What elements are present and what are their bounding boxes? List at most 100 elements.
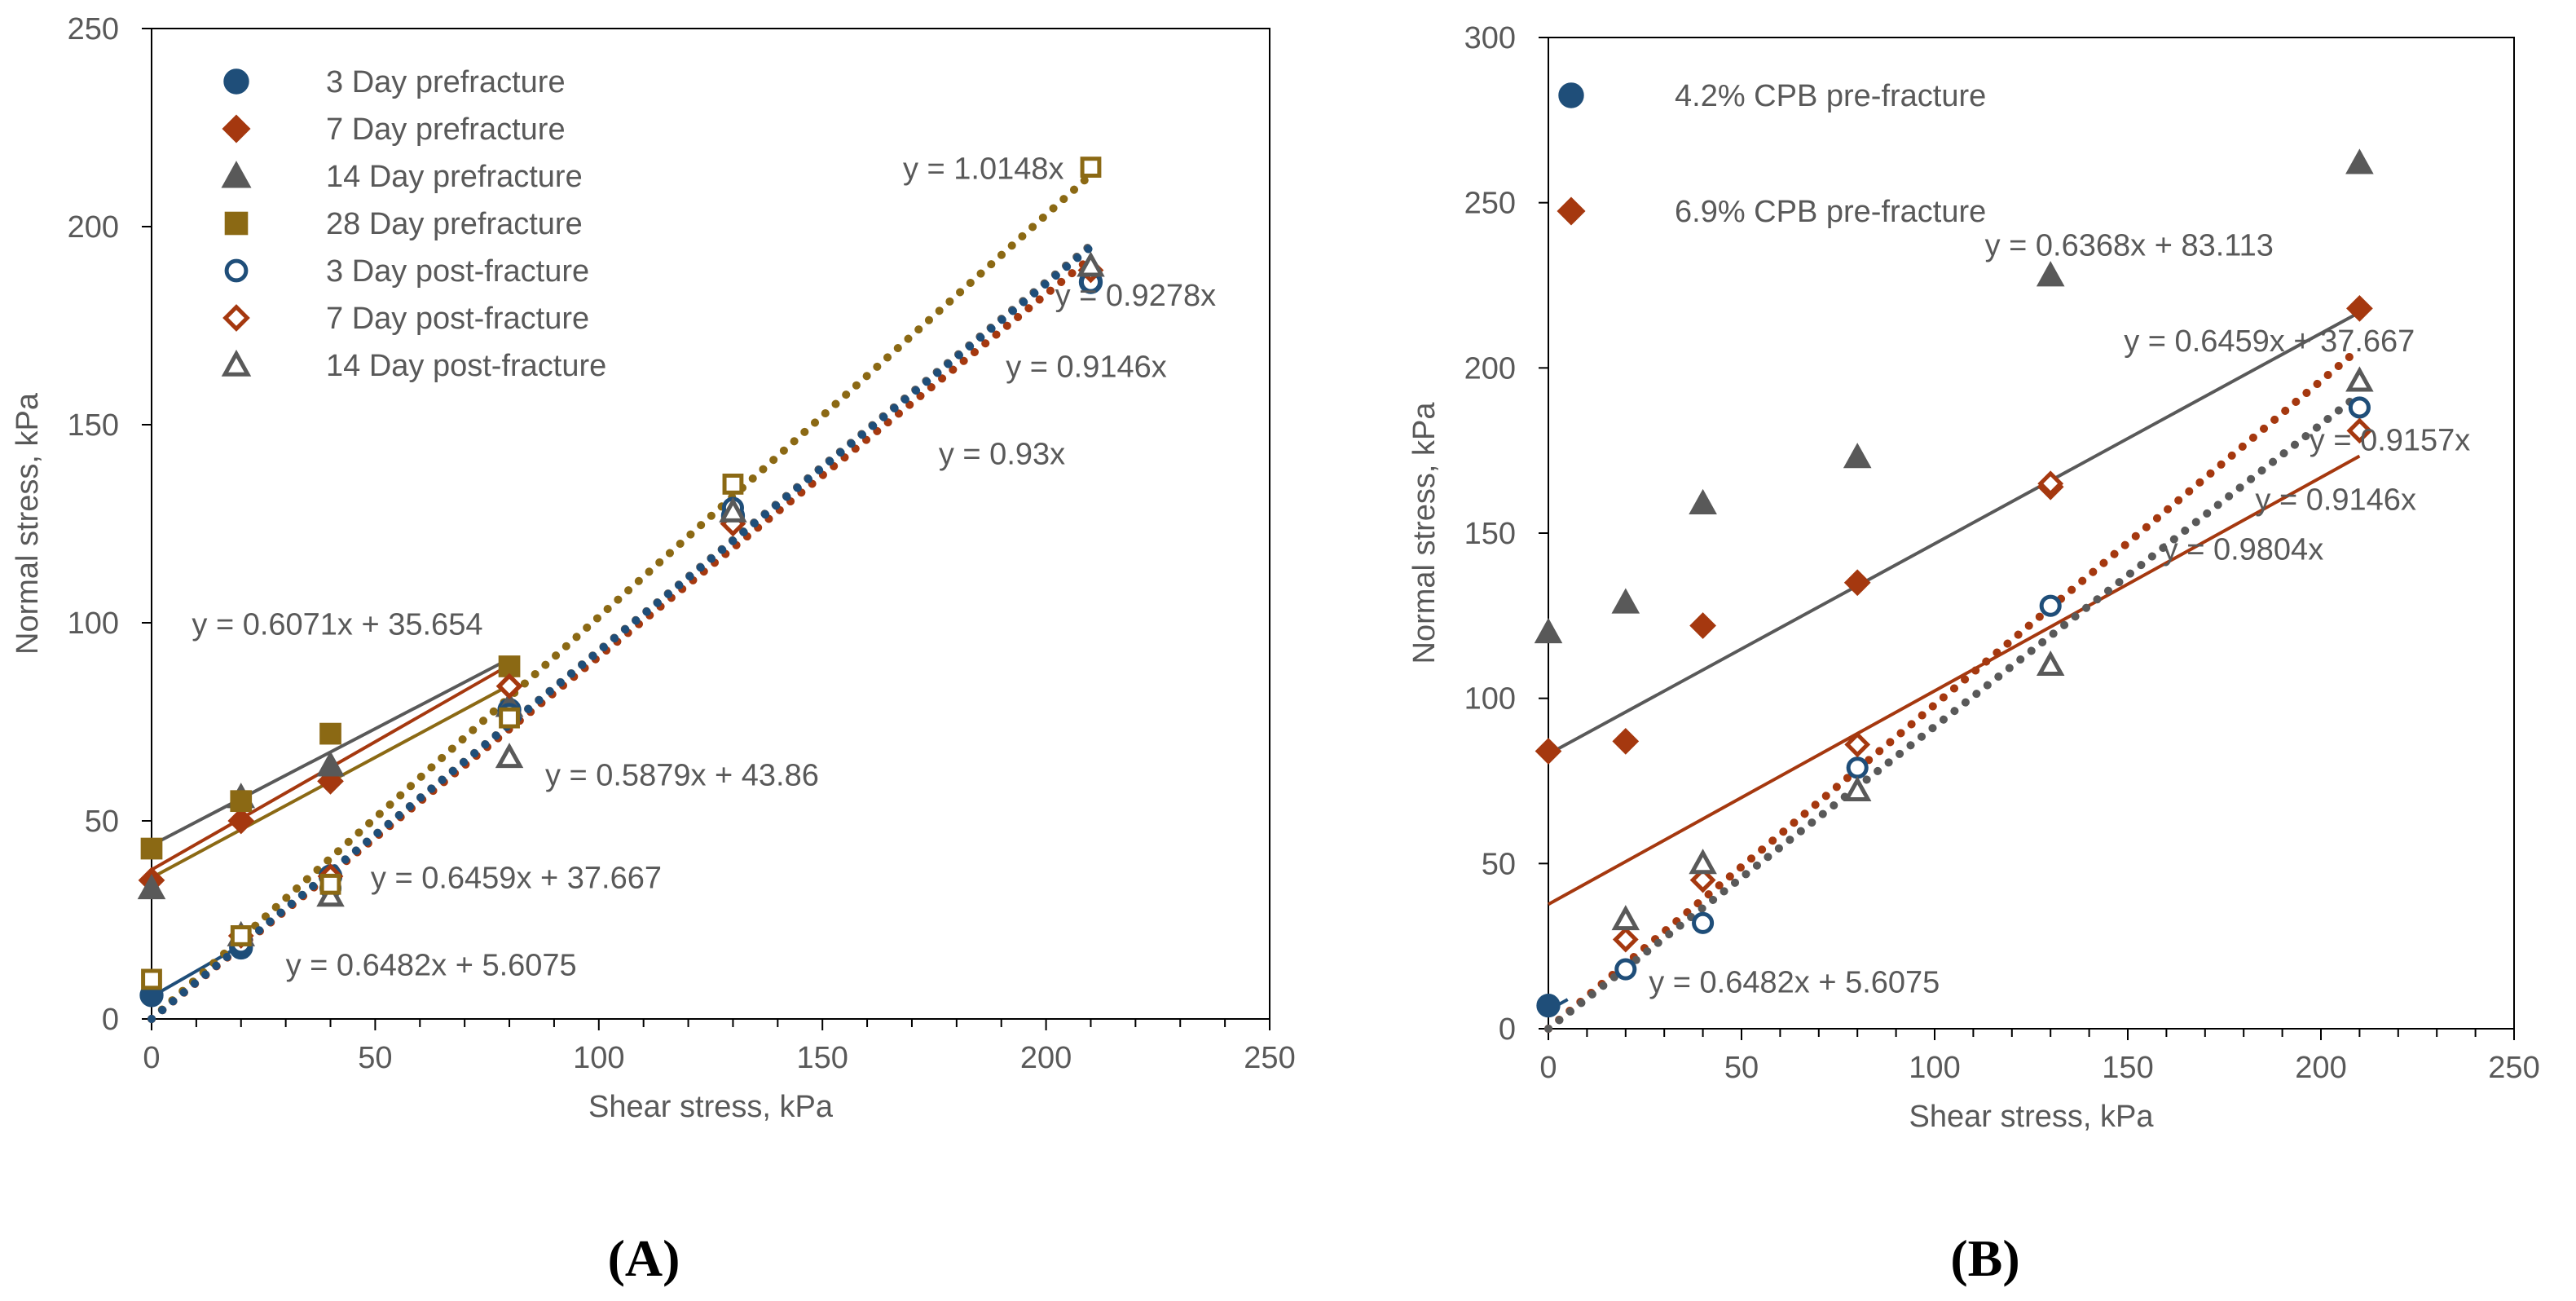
- panel-b-x-tick-label: 250: [2488, 1051, 2539, 1085]
- panel-b-trendline: [1544, 344, 2364, 1033]
- panel-a-legend-label: 7 Day prefracture: [326, 112, 566, 147]
- panel-b-x-axis-title: Shear stress, kPa: [1909, 1100, 2155, 1134]
- panel-b-legend-label: 6.9% CPB pre-fracture: [1675, 195, 1986, 229]
- panel-b-legend-marker: [1557, 196, 1586, 226]
- panel-b-data-point: [1689, 612, 1716, 639]
- panel-b-equation-label: y = 0.9157x: [2310, 424, 2471, 458]
- panel-a-legend-marker: [223, 68, 249, 95]
- panel-a-legend-label: 7 Day post-fracture: [326, 302, 589, 336]
- panel-a-data-point: [230, 790, 253, 813]
- panel-a-trendline: [148, 254, 1095, 1023]
- panel-b-x-tick-label: 100: [1909, 1051, 1960, 1085]
- panel-a-legend-label: 3 Day prefracture: [326, 65, 566, 99]
- panel-b-y-tick-label: 100: [1464, 682, 1516, 717]
- panel-b-equation-label: y = 0.9804x: [2163, 532, 2324, 567]
- panel-b-legend-marker: [1558, 82, 1584, 108]
- panel-a-data-point: [140, 837, 163, 860]
- panel-a-data-point: [316, 881, 345, 907]
- panel-a-x-tick-label: 250: [1244, 1041, 1295, 1075]
- panel-a-data-point: [1077, 251, 1105, 277]
- panel-b-y-axis-title: Normal stress, kPa: [1407, 402, 1442, 664]
- panel-b-label: (B): [1950, 1229, 2019, 1287]
- panel-b-data-point: [2346, 417, 2373, 444]
- panel-b-trendline: [1548, 311, 2361, 756]
- panel-b-data-point: [1612, 926, 1639, 953]
- panel-a-legend-marker: [221, 349, 252, 377]
- panel-b-data-point: [1614, 958, 1637, 981]
- panel-a-x-axis-title: Shear stress, kPa: [588, 1090, 834, 1124]
- panel-b-x-tick-label: 50: [1724, 1051, 1759, 1085]
- panel-b-data-point: [2037, 470, 2064, 497]
- panel-b-y-tick-label: 250: [1464, 187, 1516, 221]
- panel-b-data-point: [1611, 588, 1640, 614]
- panel-a-data-point: [227, 807, 255, 835]
- panel-a-data-point: [496, 673, 522, 699]
- panel-b-data-point: [2348, 396, 2371, 419]
- panel-b-data-point: [1536, 993, 1561, 1018]
- panel-b-data-point: [2039, 594, 2062, 617]
- panel-a-legend-label: 3 Day post-fracture: [326, 254, 589, 289]
- panel-b-data-point: [1689, 488, 1717, 514]
- panel-b-data-point: [2036, 650, 2065, 677]
- panel-a-plot-border: [151, 28, 1270, 1020]
- panel-b-data-point: [1689, 867, 1716, 893]
- panel-a-trendline: [148, 170, 1095, 1023]
- panel-a-x-tick-label: 100: [573, 1041, 624, 1075]
- panel-a-legend-label: 14 Day prefracture: [326, 160, 583, 194]
- panel-a-y-axis-title: Normal stress, kPa: [11, 392, 45, 655]
- panel-a-data-point: [719, 496, 747, 523]
- panel-b-data-point: [1846, 756, 1869, 779]
- panel-a-legend-marker: [224, 258, 249, 283]
- panel-a-x-tick-label: 0: [143, 1041, 160, 1075]
- panel-a-data-point: [495, 743, 524, 769]
- panel-a-legend-label: 14 Day post-fracture: [326, 349, 606, 383]
- panel-a-equation-label: y = 0.93x: [939, 438, 1065, 472]
- panel-a-y-tick-label: 50: [85, 805, 119, 839]
- panel-b-data-point: [1611, 905, 1640, 931]
- panel-a-data-point: [230, 925, 252, 946]
- panel-b-data-point: [2036, 261, 2065, 287]
- panel-b-equation-label: y = 0.6459x + 37.667: [2124, 324, 2415, 359]
- panel-a-data-point: [722, 474, 744, 495]
- panel-b-y-tick-label: 200: [1464, 351, 1516, 386]
- panel-b-data-point: [1534, 617, 1563, 644]
- panel-a-legend-marker: [222, 114, 251, 143]
- panel-a-legend-marker: [221, 161, 252, 188]
- panel-a-y-tick-label: 150: [68, 408, 119, 443]
- panel-b-chart: 0 50 100 150 200 250 0 50 100 150 200 250 300 Shear s…: [1407, 21, 2540, 1287]
- panel-b-equation-label: y = 0.9146x: [2255, 483, 2416, 518]
- panel-a-chart: 0 50 100 150 200 250 0 50 100 150 200 250 Shear stre…: [11, 12, 1296, 1287]
- panel-b-data-point: [1612, 727, 1640, 755]
- panel-a-data-point: [317, 768, 344, 795]
- panel-b-y-tick-label: 50: [1482, 847, 1516, 881]
- panel-b-y-tick-label: 150: [1464, 517, 1516, 551]
- panel-a-equation-label: y = 0.6459x + 37.667: [371, 862, 662, 896]
- panel-a-y-tick-label: 0: [102, 1003, 119, 1037]
- panel-b-data-point: [1535, 738, 1562, 765]
- panel-a-y-tick-label: 100: [68, 606, 119, 641]
- panel-a-data-point: [499, 707, 520, 729]
- panel-b-trendline: [1544, 390, 2364, 1033]
- panel-b-data-point: [1692, 911, 1715, 934]
- panel-b-x-tick-label: 200: [2295, 1051, 2346, 1085]
- panel-a-legend-label: 28 Day prefracture: [326, 207, 583, 241]
- panel-b-data-point: [2345, 148, 2374, 174]
- panel-a-data-point: [1080, 157, 1102, 178]
- panel-a-equation-label: y = 0.6071x + 35.654: [192, 608, 482, 642]
- panel-b-data-point: [1843, 776, 1872, 802]
- panel-b-data-point: [1843, 569, 1871, 597]
- panel-a-y-tick-label: 250: [68, 12, 119, 46]
- panel-b-equation-label: y = 0.6482x + 5.6075: [1649, 965, 1940, 999]
- panel-a-equation-label: y = 0.9146x: [1006, 351, 1167, 385]
- panel-b-data-point: [2345, 366, 2374, 392]
- panel-b-legend-label: 4.2% CPB pre-fracture: [1675, 79, 1986, 113]
- panel-a-equation-label: y = 0.5879x + 43.86: [545, 758, 819, 792]
- panel-a-data-point: [141, 968, 162, 990]
- panel-a-data-point: [319, 873, 341, 895]
- panel-b-trendline: [1548, 454, 2361, 906]
- panel-b-y-tick-label: 0: [1499, 1012, 1516, 1047]
- panel-a-y-tick-label: 200: [68, 210, 119, 245]
- panel-b-equation-label: y = 0.6368x + 83.113: [1985, 229, 2274, 263]
- panel-a-equation-label: y = 1.0148x: [903, 152, 1064, 187]
